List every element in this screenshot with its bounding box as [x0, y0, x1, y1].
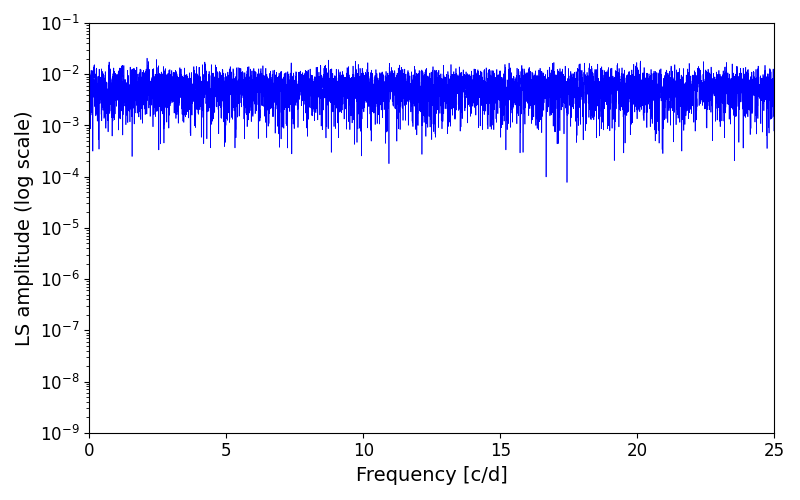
Y-axis label: LS amplitude (log scale): LS amplitude (log scale)	[15, 110, 34, 346]
X-axis label: Frequency [c/d]: Frequency [c/d]	[356, 466, 508, 485]
